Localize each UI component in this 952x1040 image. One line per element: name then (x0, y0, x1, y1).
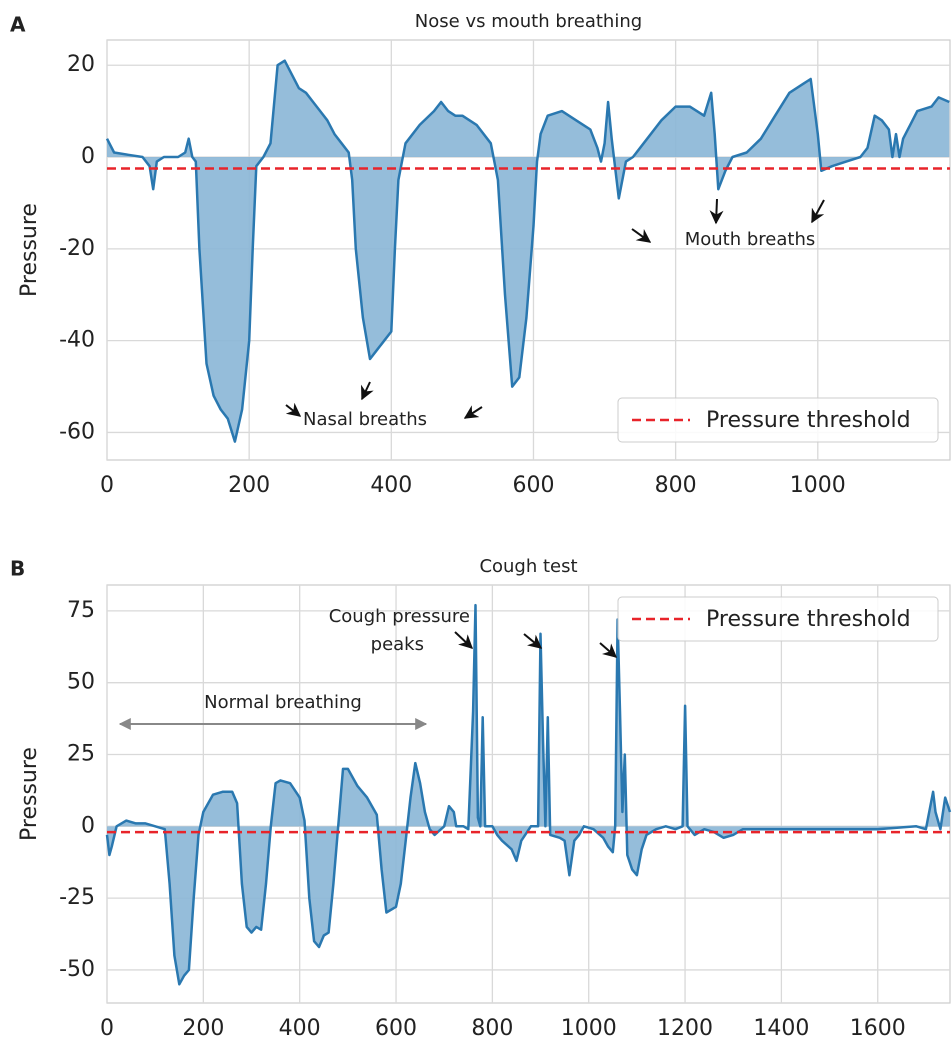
y-axis-label: Pressure (17, 747, 42, 841)
annotation: Cough pressure (329, 606, 470, 627)
x-tick-label: 0 (100, 473, 114, 498)
panel-label: B (10, 557, 25, 581)
arrow (463, 405, 483, 419)
legend-box (617, 596, 939, 642)
arrows (118, 198, 825, 730)
annotation: peaks (371, 634, 424, 655)
panel-label: A (10, 13, 26, 37)
arrow (599, 642, 618, 658)
plots: 0 200 400 600 800 1000 -60 -40 -20 0 20 Nose vs mou… (10, 11, 952, 1040)
area-fill (107, 605, 950, 985)
line (105, 59, 950, 443)
y-tick-label: -40 (59, 328, 95, 353)
x-tick-label: 1200 (657, 1016, 713, 1040)
arrow (523, 633, 543, 649)
arrow (709, 198, 724, 225)
arrow (454, 631, 474, 649)
legend-label: Pressure threshold (706, 607, 911, 632)
line (105, 603, 952, 986)
legend-box (617, 397, 939, 443)
x-tick-label: 200 (228, 473, 270, 498)
x-tick-label: 200 (182, 1016, 224, 1040)
y-tick-label: 0 (81, 144, 95, 169)
x-tick-label: 400 (370, 473, 412, 498)
arrow (285, 402, 302, 417)
annotation: Nasal breaths (303, 409, 427, 430)
x-tick-label: 600 (375, 1016, 417, 1040)
chart-title: Cough test (479, 556, 577, 577)
x-tick-label: 1000 (561, 1016, 617, 1040)
x-tick-label: 0 (100, 1016, 114, 1040)
arrow (811, 199, 825, 224)
arrow (631, 228, 652, 243)
annotation: Normal breathing (204, 692, 362, 713)
y-tick-label: 75 (67, 598, 95, 623)
y-tick-label: 50 (67, 670, 95, 695)
y-tick-label: 20 (67, 52, 95, 77)
y-tick-label: 25 (67, 741, 95, 766)
x-tick-label: 400 (279, 1016, 321, 1040)
y-tick-label: -60 (59, 419, 95, 444)
plot-area (106, 584, 951, 1004)
y-tick-label: -50 (59, 957, 95, 982)
x-tick-label: 1000 (790, 473, 846, 498)
x-tick-label: 1600 (850, 1016, 906, 1040)
arrow (361, 381, 374, 401)
y-tick-label: -25 (59, 885, 95, 910)
x-tick-label: 600 (512, 473, 554, 498)
x-tick-label: 800 (655, 473, 697, 498)
y-tick-label: -20 (59, 236, 95, 261)
x-tick-label: 1400 (753, 1016, 809, 1040)
x-tick-label: 800 (471, 1016, 513, 1040)
y-tick-label: 0 (81, 813, 95, 838)
annotation: Mouth breaths (685, 229, 816, 250)
chart-title: Nose vs mouth breathing (415, 11, 642, 32)
y-axis-label: Pressure (17, 203, 42, 297)
legend-label: Pressure threshold (706, 408, 911, 433)
